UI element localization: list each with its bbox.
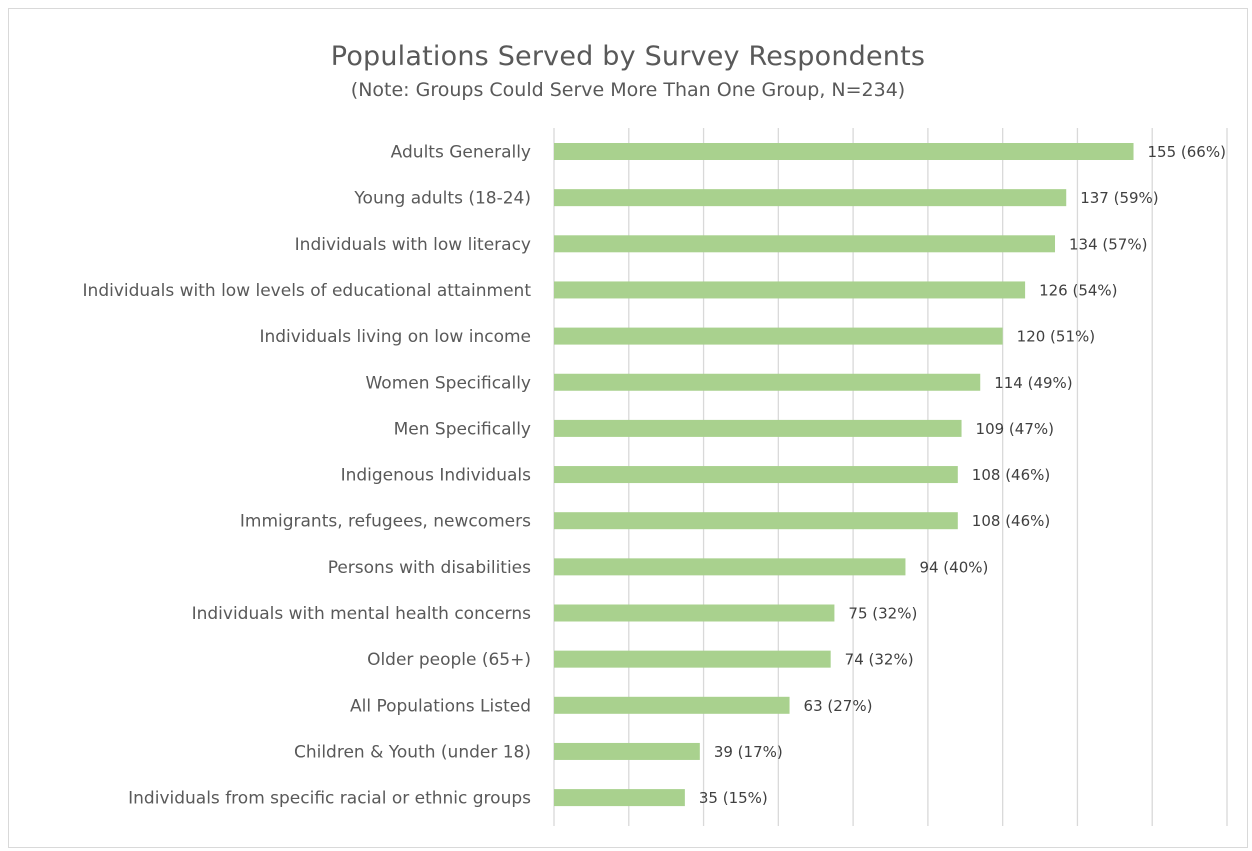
category-label: Individuals with low levels of education… [83,281,532,301]
bar [554,466,958,484]
bar [554,235,1056,253]
data-label: 63 (27%) [804,697,873,715]
bar [554,419,962,437]
bars [554,143,1134,807]
data-label: 126 (54%) [1039,281,1117,299]
category-label: Persons with disabilities [328,558,531,578]
bar [554,789,685,807]
category-label: Older people (65+) [367,650,531,670]
category-label: All Populations Listed [350,696,531,716]
category-label: Immigrants, refugees, newcomers [240,512,531,532]
bar [554,742,700,760]
data-label: 35 (15%) [699,789,768,807]
chart-title: Populations Served by Survey Respondents [330,41,926,72]
data-label: 114 (49%) [994,374,1072,392]
bar [554,281,1026,299]
category-label: Individuals with mental health concerns [192,604,532,624]
data-label: 155 (66%) [1148,143,1226,161]
data-label: 94 (40%) [919,558,988,576]
data-label: 75 (32%) [848,605,917,623]
data-label: 120 (51%) [1017,328,1095,346]
bar [554,604,835,622]
data-label: 39 (17%) [714,743,783,761]
chart-subtitle: (Note: Groups Could Serve More Than One … [350,79,906,101]
category-label: Men Specifically [394,419,531,439]
data-label: 108 (46%) [972,466,1050,484]
category-label: Women Specifically [365,373,531,393]
bar [554,512,958,530]
bar [554,327,1003,345]
category-labels: Adults Generally Young adults (18-24) Indi… [83,143,532,809]
category-label: Individuals living on low income [259,327,531,347]
category-label: Children & Youth (under 18) [294,742,531,762]
category-label: Adults Generally [391,143,531,163]
category-label: Individuals with low literacy [295,235,531,255]
data-labels: 155 (66%) 137 (59%) 134 (57%) 126 (54%) 120 … [699,143,1226,807]
bar [554,650,831,668]
data-label: 134 (57%) [1069,235,1147,253]
data-label: 109 (47%) [976,420,1054,438]
bar [554,143,1134,160]
bar [554,696,790,714]
category-label: Individuals from specific racial or ethn… [128,789,531,809]
category-label: Young adults (18-24) [353,189,531,209]
category-label: Indigenous Individuals [341,466,532,486]
bar [554,558,906,576]
data-label: 137 (59%) [1080,189,1158,207]
data-label: 108 (46%) [972,512,1050,530]
data-label: 74 (32%) [845,651,914,669]
bar [554,373,981,391]
bar [554,189,1067,207]
